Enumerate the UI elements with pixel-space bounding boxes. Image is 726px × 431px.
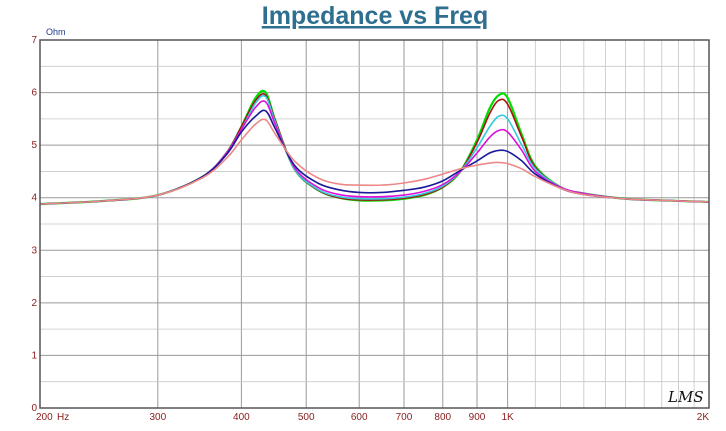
series-line-2 (39, 93, 710, 205)
series-line-1 (39, 89, 710, 206)
chart-grid (39, 39, 710, 409)
x-tick-label: 700 (396, 412, 413, 423)
plot-frame (39, 39, 710, 409)
lms-logo-text: LMS (667, 388, 704, 406)
x-unit-label: Hz (57, 412, 69, 423)
x-tick-label: 600 (351, 412, 368, 423)
y-tick-label: 2 (31, 298, 37, 309)
y-tick-labels: 0 1 2 3 4 5 6 7 (31, 35, 37, 414)
lms-logo: LMS (667, 388, 704, 406)
y-tick-label: 5 (31, 140, 37, 151)
x-tick-label: 2K (697, 412, 710, 423)
y-tick-label: 7 (31, 35, 37, 46)
series-line-4 (39, 100, 710, 205)
y-tick-label: 3 (31, 245, 37, 256)
x-tick-label: 1K (501, 412, 514, 423)
x-tick-label: 500 (298, 412, 315, 423)
series-line-3 (39, 94, 710, 205)
x-tick-label: 200 (36, 412, 53, 423)
chart-series-group (39, 89, 710, 206)
y-axis-label: Ohm (46, 27, 66, 37)
y-tick-label: 6 (31, 88, 37, 99)
x-tick-label: 400 (233, 412, 250, 423)
x-tick-label: 900 (469, 412, 486, 423)
y-tick-label: 4 (31, 193, 37, 204)
series-line-6 (39, 118, 710, 205)
x-tick-labels: 200 300 400 500 600 700 800 900 1K 2K (36, 412, 709, 423)
chart-title: Impedance vs Freq (262, 2, 488, 30)
x-tick-label: 300 (149, 412, 166, 423)
y-tick-label: 1 (31, 350, 37, 361)
series-line-5 (39, 109, 710, 205)
y-tick-label: 0 (31, 403, 37, 414)
x-tick-label: 800 (434, 412, 451, 423)
